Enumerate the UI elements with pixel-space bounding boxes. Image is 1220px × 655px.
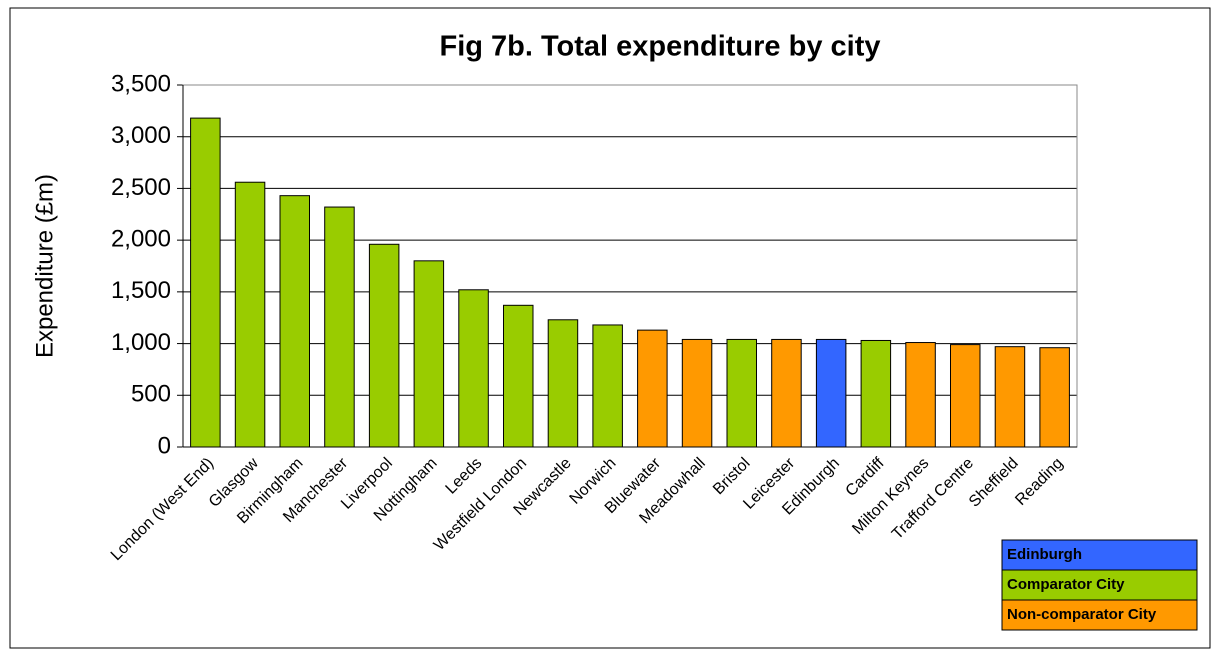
y-tick-label: 0 [158, 432, 171, 459]
bar [994, 346, 1026, 448]
bar [368, 243, 400, 448]
bar [413, 260, 445, 448]
y-tick-label: 500 [131, 381, 171, 408]
legend-label: Edinburgh [1007, 546, 1082, 563]
bar [771, 338, 802, 448]
legend-swatch [1001, 569, 1198, 601]
chart-title: Fig 7b. Total expenditure by city [440, 31, 881, 63]
y-tick-label: 2,000 [111, 225, 171, 252]
y-tick-label: 1,000 [111, 329, 171, 356]
bar [324, 206, 355, 448]
legend-label: Comparator City [1007, 576, 1125, 593]
bar [860, 339, 892, 448]
bar [234, 181, 266, 448]
legend-swatch [1001, 599, 1198, 631]
y-tick-label: 3,000 [111, 122, 171, 149]
legend-swatch [1001, 539, 1198, 571]
y-tick-label: 2,500 [111, 174, 171, 201]
y-tick-label: 1,500 [111, 277, 171, 304]
bar [502, 304, 534, 448]
bar [190, 117, 221, 448]
bar [458, 289, 489, 448]
legend-label: Non-comparator City [1007, 606, 1157, 623]
bar [592, 324, 623, 448]
bar [547, 319, 579, 448]
y-axis-label: Expenditure (£m) [31, 174, 58, 358]
bar [815, 338, 847, 448]
bar [681, 338, 713, 448]
bar [637, 329, 668, 448]
bar [1039, 347, 1070, 448]
bar [279, 195, 311, 448]
bar [905, 342, 936, 448]
bar [949, 344, 981, 448]
y-tick-label: 3,500 [111, 70, 171, 97]
bar [726, 338, 758, 448]
